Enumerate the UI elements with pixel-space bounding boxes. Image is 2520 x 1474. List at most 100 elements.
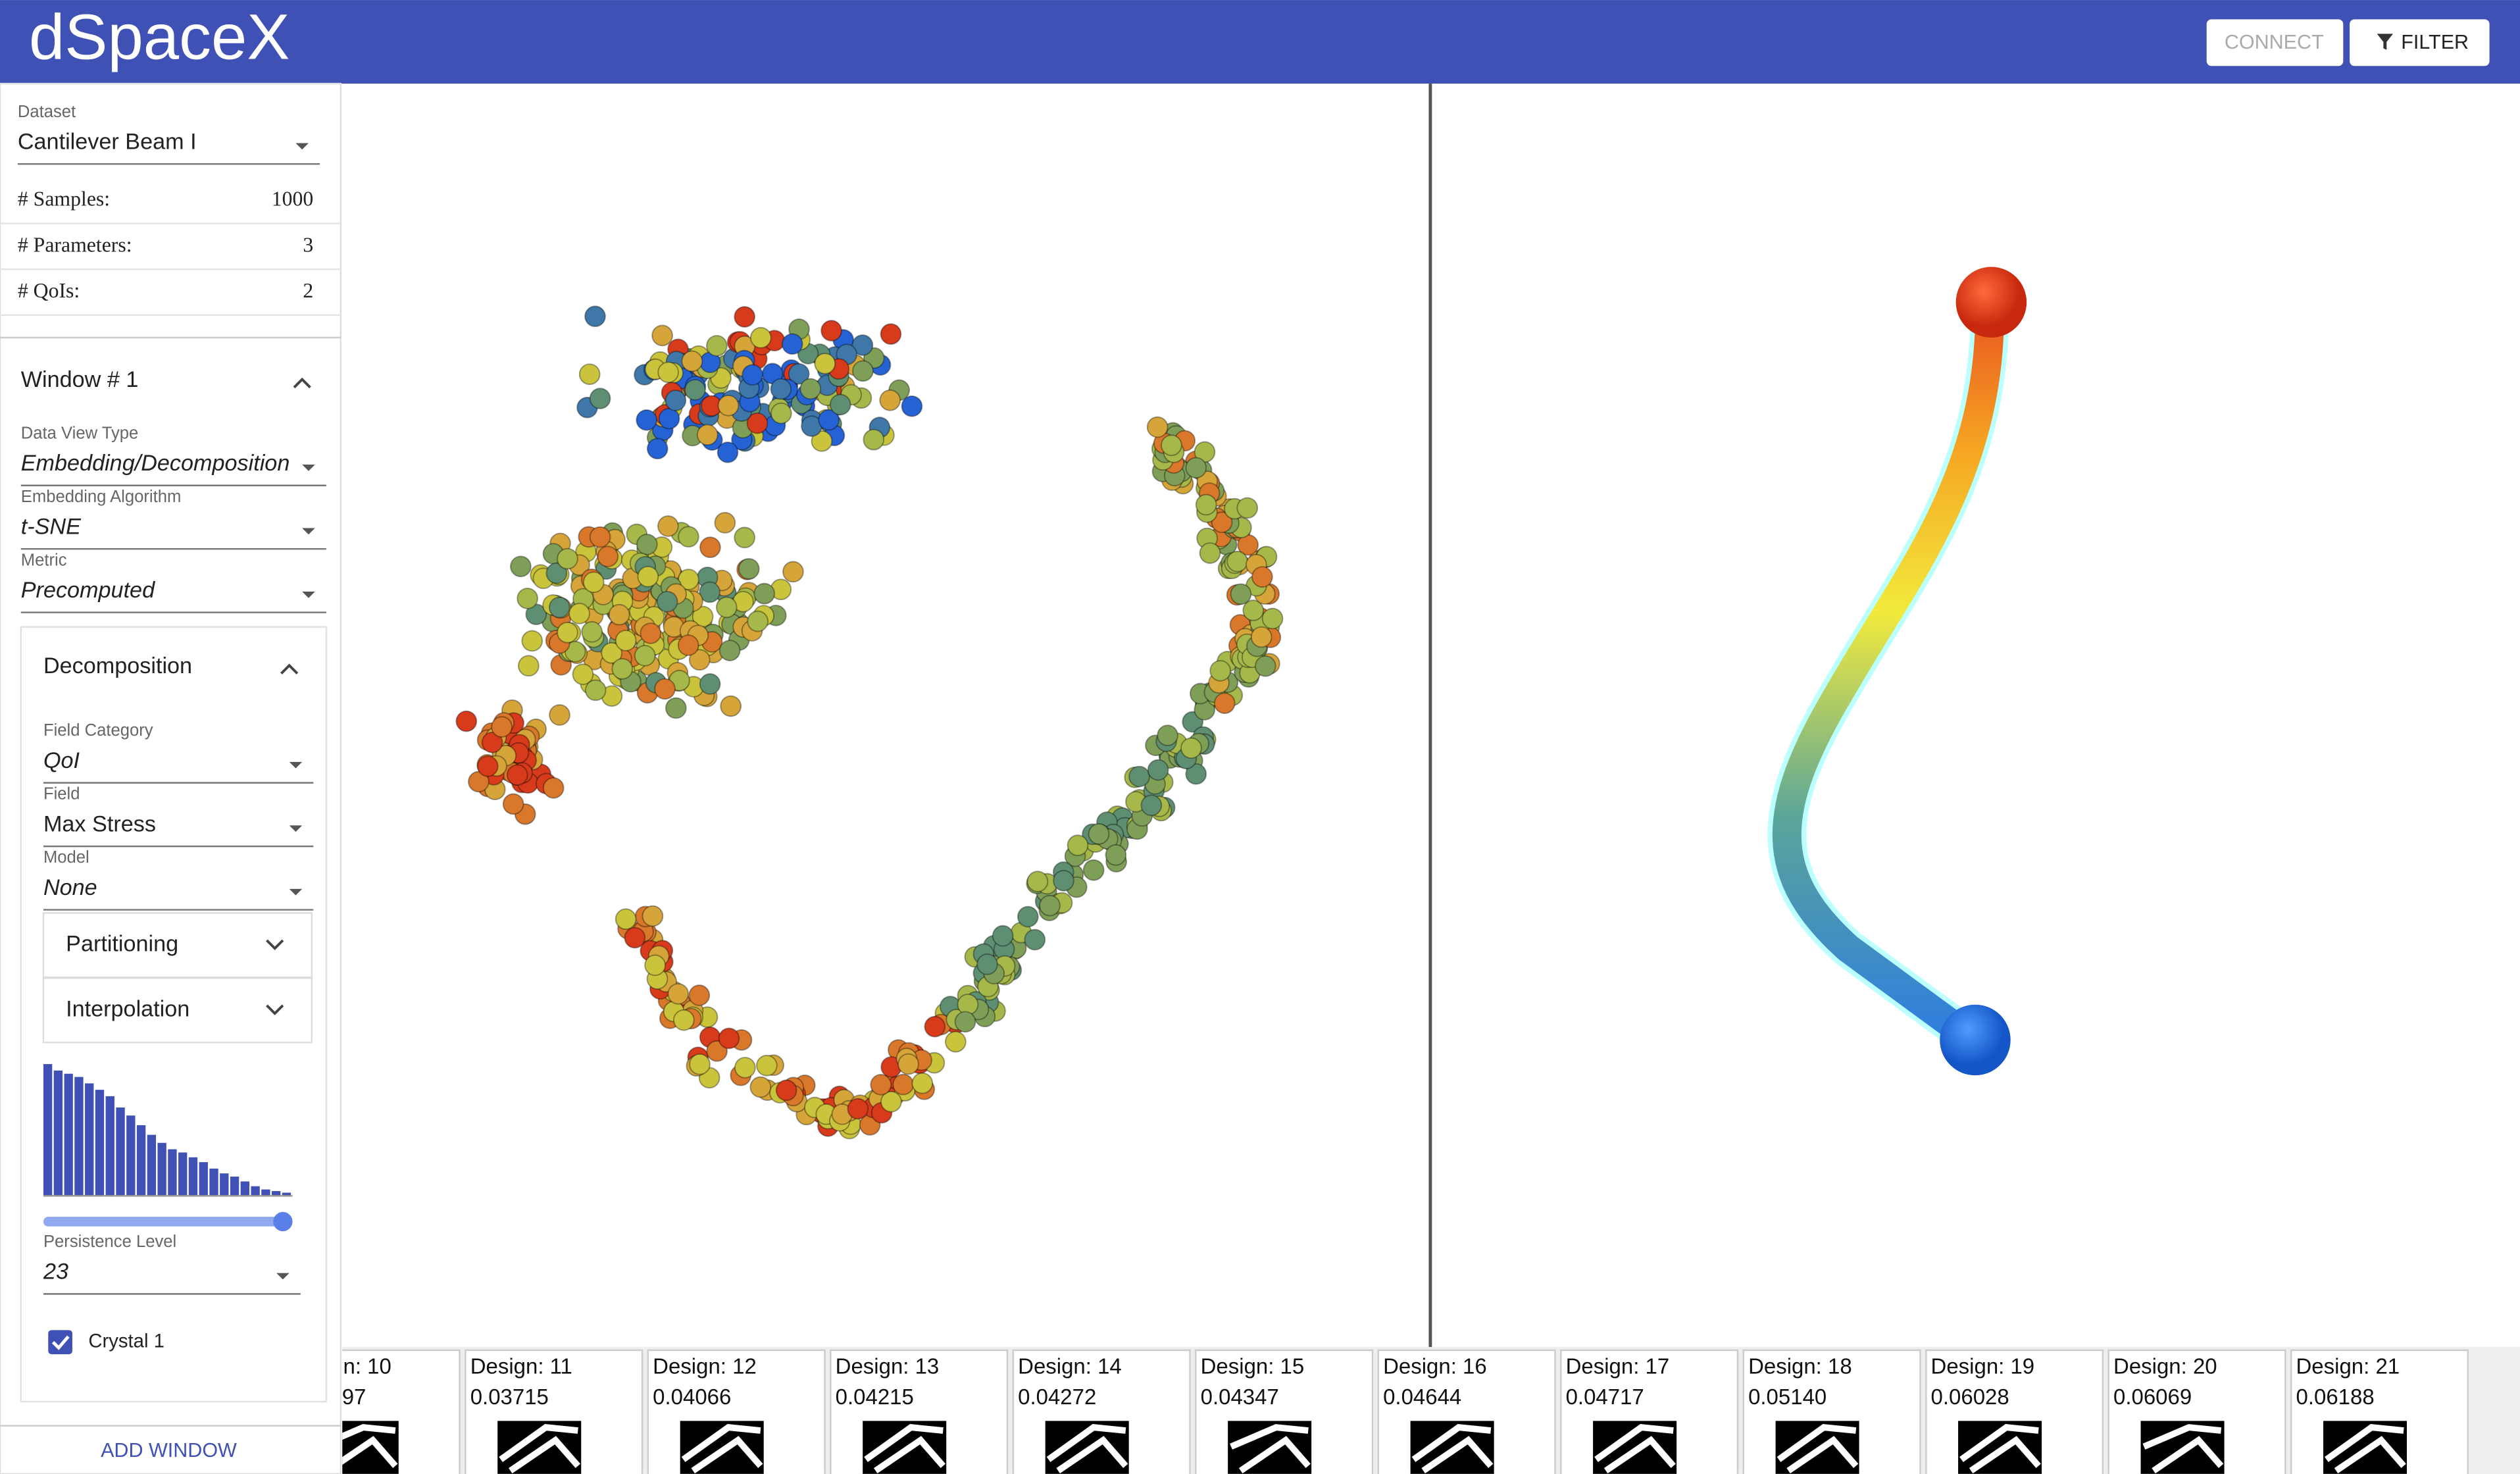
sample-point[interactable] <box>718 640 741 661</box>
add-window-button[interactable]: ADD WINDOW <box>101 1439 237 1461</box>
sample-point[interactable] <box>770 378 792 400</box>
dropdown-arrow[interactable] <box>302 591 315 598</box>
min-node[interactable] <box>1940 1004 2011 1076</box>
sample-point[interactable] <box>1146 416 1169 438</box>
sample-point[interactable] <box>636 534 658 555</box>
select-value[interactable]: t-SNE <box>21 514 82 539</box>
sample-point[interactable] <box>1185 457 1207 479</box>
sample-point[interactable] <box>1194 441 1216 463</box>
sample-point[interactable] <box>517 588 539 609</box>
sample-point[interactable] <box>892 1073 915 1096</box>
sample-point[interactable] <box>747 610 769 632</box>
sample-point[interactable] <box>1180 737 1202 759</box>
sample-point[interactable] <box>1251 566 1273 588</box>
sample-point[interactable] <box>644 954 666 977</box>
sample-point[interactable] <box>753 582 776 605</box>
sample-point[interactable] <box>976 953 998 975</box>
collapse-icon[interactable] <box>280 663 299 674</box>
sample-point[interactable] <box>1199 542 1221 564</box>
sample-point[interactable] <box>1195 494 1217 516</box>
checkbox[interactable] <box>48 1330 72 1354</box>
panel-title[interactable]: Decomposition <box>43 653 192 678</box>
sample-point[interactable] <box>582 571 605 594</box>
sample-point[interactable] <box>688 984 711 1006</box>
sample-point[interactable] <box>742 364 763 386</box>
sample-point[interactable] <box>578 363 601 386</box>
sample-point[interactable] <box>678 569 699 590</box>
sample-point[interactable] <box>637 565 659 588</box>
sample-point[interactable] <box>756 1054 778 1077</box>
sample-point[interactable] <box>667 982 690 1005</box>
sample-point[interactable] <box>1226 550 1248 572</box>
select-value[interactable]: None <box>43 875 97 900</box>
sample-point[interactable] <box>557 547 578 570</box>
sample-point[interactable] <box>615 630 637 651</box>
sample-point[interactable] <box>880 1090 902 1113</box>
sample-point[interactable] <box>646 438 668 460</box>
sample-point[interactable] <box>879 389 901 411</box>
sample-point[interactable] <box>746 412 769 434</box>
sample-point[interactable] <box>699 536 721 559</box>
sample-point[interactable] <box>715 596 738 619</box>
sample-point[interactable] <box>1024 928 1046 951</box>
sample-point[interactable] <box>852 360 874 382</box>
sample-point[interactable] <box>615 908 637 930</box>
sample-point[interactable] <box>677 634 699 656</box>
sample-point[interactable] <box>1230 583 1252 605</box>
topology-view[interactable] <box>1767 267 2027 1076</box>
sample-point[interactable] <box>699 673 721 695</box>
sample-point[interactable] <box>718 1027 740 1050</box>
sample-point[interactable] <box>1213 692 1236 715</box>
sample-point[interactable] <box>624 927 646 949</box>
sample-point[interactable] <box>863 428 885 451</box>
sample-point[interactable] <box>557 621 578 644</box>
sample-point[interactable] <box>738 558 760 580</box>
sample-point[interactable] <box>945 1030 967 1053</box>
sample-point[interactable] <box>954 1011 976 1033</box>
sample-point[interactable] <box>734 306 756 328</box>
sample-point[interactable] <box>811 430 833 452</box>
select-value[interactable]: QoI <box>43 748 80 773</box>
sample-point[interactable] <box>992 925 1014 947</box>
sample-point[interactable] <box>734 1057 756 1079</box>
sample-point[interactable] <box>1105 844 1127 866</box>
dropdown-arrow[interactable] <box>289 761 303 769</box>
sample-point[interactable] <box>651 324 673 347</box>
select-value[interactable]: Cantilever Beam I <box>18 129 197 154</box>
sample-point[interactable] <box>770 402 792 424</box>
expansion-panel[interactable] <box>42 912 313 978</box>
sample-point[interactable] <box>706 335 728 357</box>
sample-point[interactable] <box>820 320 842 342</box>
sample-point[interactable] <box>1067 834 1089 856</box>
sample-point[interactable] <box>781 333 803 355</box>
sample-point[interactable] <box>799 378 822 400</box>
sample-point[interactable] <box>678 526 699 548</box>
sample-point[interactable] <box>584 305 606 328</box>
sample-point[interactable] <box>1254 655 1276 677</box>
sample-point[interactable] <box>640 623 662 644</box>
sample-point[interactable] <box>548 596 570 619</box>
sample-point[interactable] <box>689 1053 711 1075</box>
sample-point[interactable] <box>521 630 543 652</box>
sample-point[interactable] <box>851 334 874 356</box>
sample-point[interactable] <box>597 546 619 568</box>
sample-point[interactable] <box>568 603 590 624</box>
sample-point[interactable] <box>924 1015 946 1038</box>
sample-point[interactable] <box>510 555 532 578</box>
sample-point[interactable] <box>847 1098 869 1120</box>
sample-point[interactable] <box>589 388 611 409</box>
sample-point[interactable] <box>1128 765 1150 788</box>
slider-thumb[interactable] <box>273 1211 293 1232</box>
sample-point[interactable] <box>681 350 703 372</box>
sample-point[interactable] <box>749 1076 772 1098</box>
sample-point[interactable] <box>581 621 603 643</box>
sample-point[interactable] <box>608 603 630 626</box>
collapse-icon[interactable] <box>293 377 311 389</box>
sample-point[interactable] <box>518 655 540 677</box>
sample-point[interactable] <box>1185 763 1207 785</box>
sample-point[interactable] <box>468 771 490 793</box>
sample-point[interactable] <box>654 678 676 700</box>
sample-point[interactable] <box>549 704 570 726</box>
sample-point[interactable] <box>542 777 565 799</box>
sample-point[interactable] <box>1157 724 1178 746</box>
